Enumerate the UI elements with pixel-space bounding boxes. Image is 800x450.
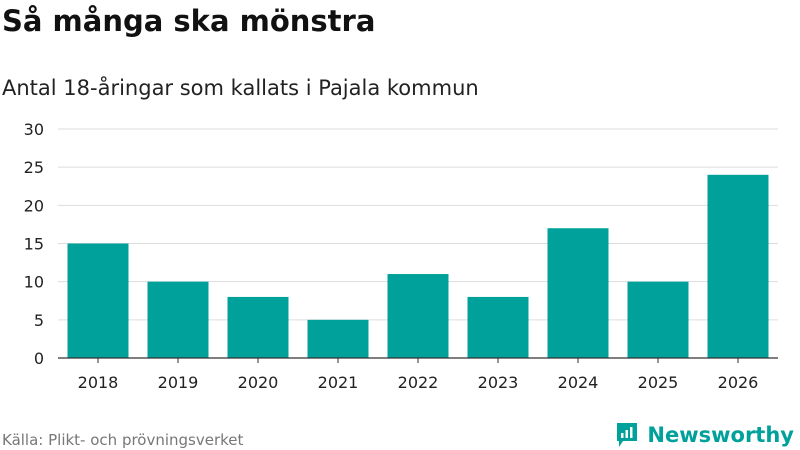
brand-logo[interactable]: Newsworthy	[615, 421, 794, 449]
source-note: Källa: Plikt- och prövningsverket	[2, 431, 244, 449]
x-tick-label: 2025	[638, 373, 679, 392]
chart-subtitle: Antal 18-åringar som kallats i Pajala ko…	[2, 76, 479, 100]
y-tick-label: 5	[34, 311, 44, 330]
bar	[467, 296, 529, 358]
bar	[307, 319, 369, 358]
newsworthy-logo-icon	[617, 423, 638, 447]
x-tick-label: 2022	[398, 373, 439, 392]
y-tick-label: 15	[24, 235, 44, 254]
x-tick-label: 2020	[238, 373, 279, 392]
x-tick-label: 2018	[78, 373, 119, 392]
bar	[387, 274, 449, 358]
bar	[67, 243, 129, 358]
x-tick-label: 2026	[718, 373, 759, 392]
bar	[147, 281, 209, 358]
bar	[627, 281, 689, 358]
bar	[707, 174, 769, 358]
x-tick-label: 2021	[318, 373, 359, 392]
y-tick-label: 30	[24, 120, 44, 139]
x-tick-label: 2024	[558, 373, 599, 392]
bar	[547, 228, 609, 358]
y-tick-label: 10	[24, 273, 44, 292]
x-tick-label: 2019	[158, 373, 199, 392]
bar	[227, 296, 289, 358]
y-tick-label: 25	[24, 158, 44, 177]
x-tick-label: 2023	[478, 373, 519, 392]
y-tick-label: 20	[24, 196, 44, 215]
y-tick-label: 0	[34, 349, 44, 368]
chart-title: Så många ska mönstra	[2, 4, 376, 38]
brand-name: Newsworthy	[647, 423, 794, 447]
